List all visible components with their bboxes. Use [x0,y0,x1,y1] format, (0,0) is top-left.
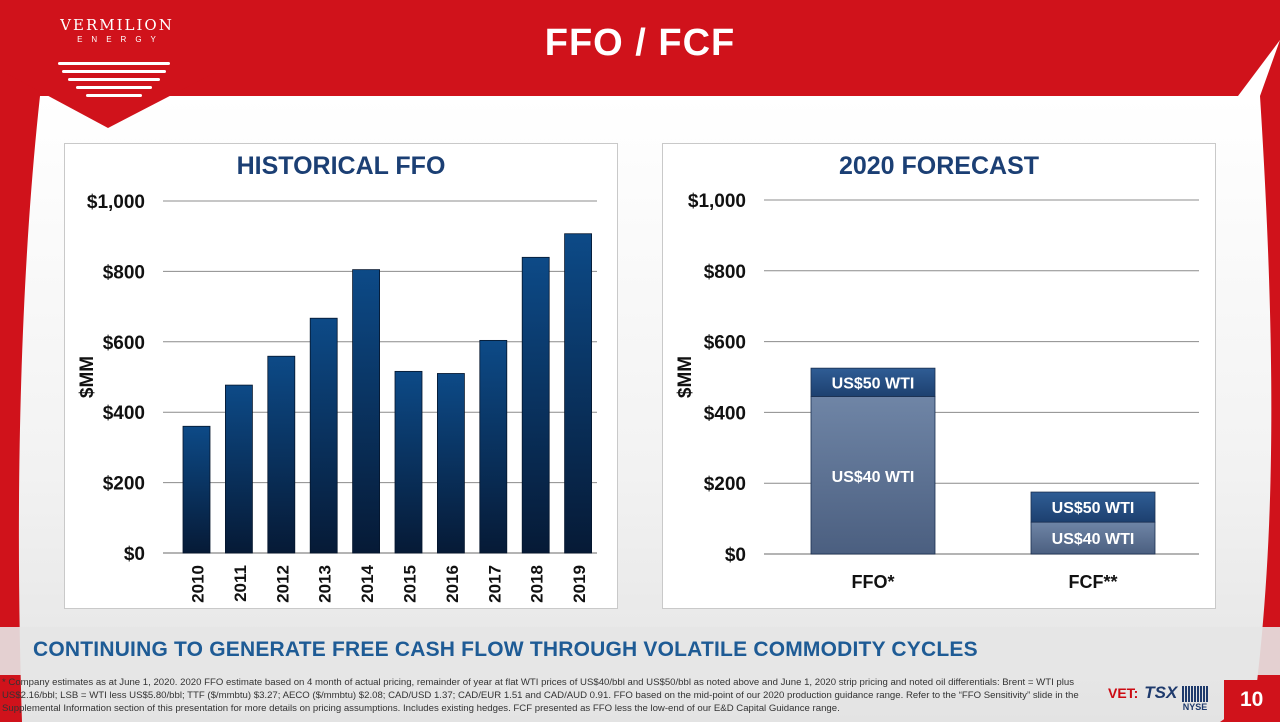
y-tick-label: $1,000 [87,192,145,213]
historical-ffo-chart: $0 $200 $400 $600 $800 $1,000 $MM 2010 2011 2012 2… [77,192,597,603]
x-tick-label: 2016 [443,565,462,603]
y-tick-label: $200 [704,474,746,495]
logo-subtitle: ENERGY [77,35,165,44]
logo-name: VERMILION [60,16,174,34]
bar-2016 [436,373,465,554]
stacked-segment-FFO* [810,367,936,397]
segment-label: US$50 WTI [1052,500,1135,517]
segment-label: US$50 WTI [832,375,915,392]
x-tick-label: 2010 [189,565,208,603]
x-tick-label: 2011 [231,565,250,602]
x-tick-label: 2012 [273,565,292,603]
footnote: * Company estimates as at June 1, 2020. … [2,677,1079,714]
x-tick-label: 2015 [401,565,420,603]
y-tick-label: $400 [103,403,145,424]
forecast-title: 2020 FORECAST [838,152,1040,180]
y-tick-label: $200 [103,474,145,495]
y-tick-label: $0 [725,545,746,566]
x-tick-label: 2013 [316,565,335,603]
y-tick-label: $1,000 [688,191,746,212]
segment-label: US$40 WTI [832,469,915,486]
y-tick-label: $600 [704,333,746,354]
x-tick-label: 2019 [570,565,589,603]
y-tick-label: $600 [103,333,145,354]
slide-title: FFO / FCF [544,22,736,64]
ticker-label: VET: TSX [1108,683,1177,703]
y-axis-label: $MM [675,356,696,398]
historical-ffo-title: HISTORICAL FFO [236,152,446,180]
stacked-segment-FCF** [1030,521,1156,555]
y-tick-label: $800 [704,262,746,283]
nyse-bars-icon [1178,686,1212,702]
nyse-text: NYSE [1182,702,1208,712]
stacked-segment-FCF** [1030,491,1156,523]
bar-2015 [394,370,423,554]
nyse-logo: NYSE [1178,686,1212,716]
tsx-logo: TSX [1144,683,1178,702]
y-tick-label: $400 [704,403,746,424]
bar-2017 [479,339,508,554]
forecast-panel: 2020 FORECAST $0 $200 $400 $600 $800 $1,000 $M… [662,143,1216,609]
forecast-chart: $0 $200 $400 $600 $800 $1,000 $MM US$40 WTI US$5… [675,191,1199,592]
y-tick-label: $800 [103,262,145,283]
bar-2012 [267,355,296,554]
y-axis-label: $MM [77,356,98,398]
x-tick-label: 2014 [358,564,377,602]
bar-2013 [309,317,338,554]
bar-2014 [352,269,381,554]
segment-label: US$40 WTI [1052,531,1135,548]
bar-2018 [521,256,550,554]
logo-waves-icon [58,62,170,97]
vermilion-logo: VERMILION ENERGY [48,16,186,44]
tagline: CONTINUING TO GENERATE FREE CASH FLOW TH… [33,638,978,661]
ticker-prefix: VET: [1108,685,1139,701]
bar-2019 [564,233,593,554]
x-tick-label: 2017 [485,565,504,603]
page-number: 10 [1240,688,1264,711]
y-tick-label: $0 [124,544,145,565]
bar-2011 [224,384,253,554]
x-tick-label: FFO* [852,572,895,592]
bar-2010 [182,425,211,554]
x-tick-label: FCF** [1069,572,1118,592]
stacked-segment-FFO* [810,396,936,555]
x-tick-label: 2018 [528,565,547,603]
historical-ffo-panel: HISTORICAL FFO $0 $200 $400 $600 $800 $1,000 $… [64,143,618,609]
